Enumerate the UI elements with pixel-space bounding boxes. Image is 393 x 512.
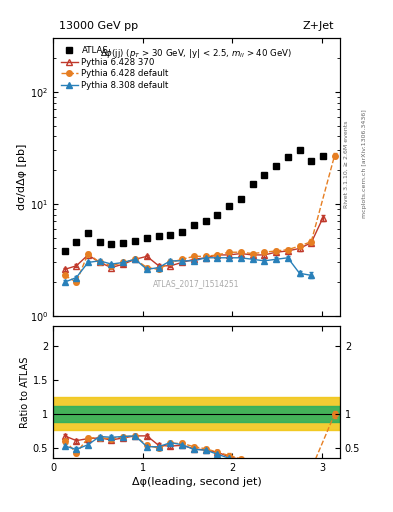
Legend: ATLAS, Pythia 6.428 370, Pythia 6.428 default, Pythia 8.308 default: ATLAS, Pythia 6.428 370, Pythia 6.428 de…	[57, 42, 172, 93]
X-axis label: Δφ(leading, second jet): Δφ(leading, second jet)	[132, 477, 261, 487]
Y-axis label: Ratio to ATLAS: Ratio to ATLAS	[20, 356, 30, 428]
Y-axis label: dσ/dΔφ [pb]: dσ/dΔφ [pb]	[17, 144, 27, 210]
Text: Rivet 3.1.10, ≥ 2.6M events: Rivet 3.1.10, ≥ 2.6M events	[344, 120, 349, 207]
Text: Z+Jet: Z+Jet	[303, 22, 334, 31]
Text: mcplots.cern.ch [arXiv:1306.3436]: mcplots.cern.ch [arXiv:1306.3436]	[362, 110, 367, 218]
Text: 13000 GeV pp: 13000 GeV pp	[59, 22, 138, 31]
Text: ATLAS_2017_I1514251: ATLAS_2017_I1514251	[153, 279, 240, 288]
Text: $\Delta\phi$(jj) ($p_T$ > 30 GeV, |y| < 2.5, $m_{ll}$ > 40 GeV): $\Delta\phi$(jj) ($p_T$ > 30 GeV, |y| < …	[101, 47, 292, 60]
